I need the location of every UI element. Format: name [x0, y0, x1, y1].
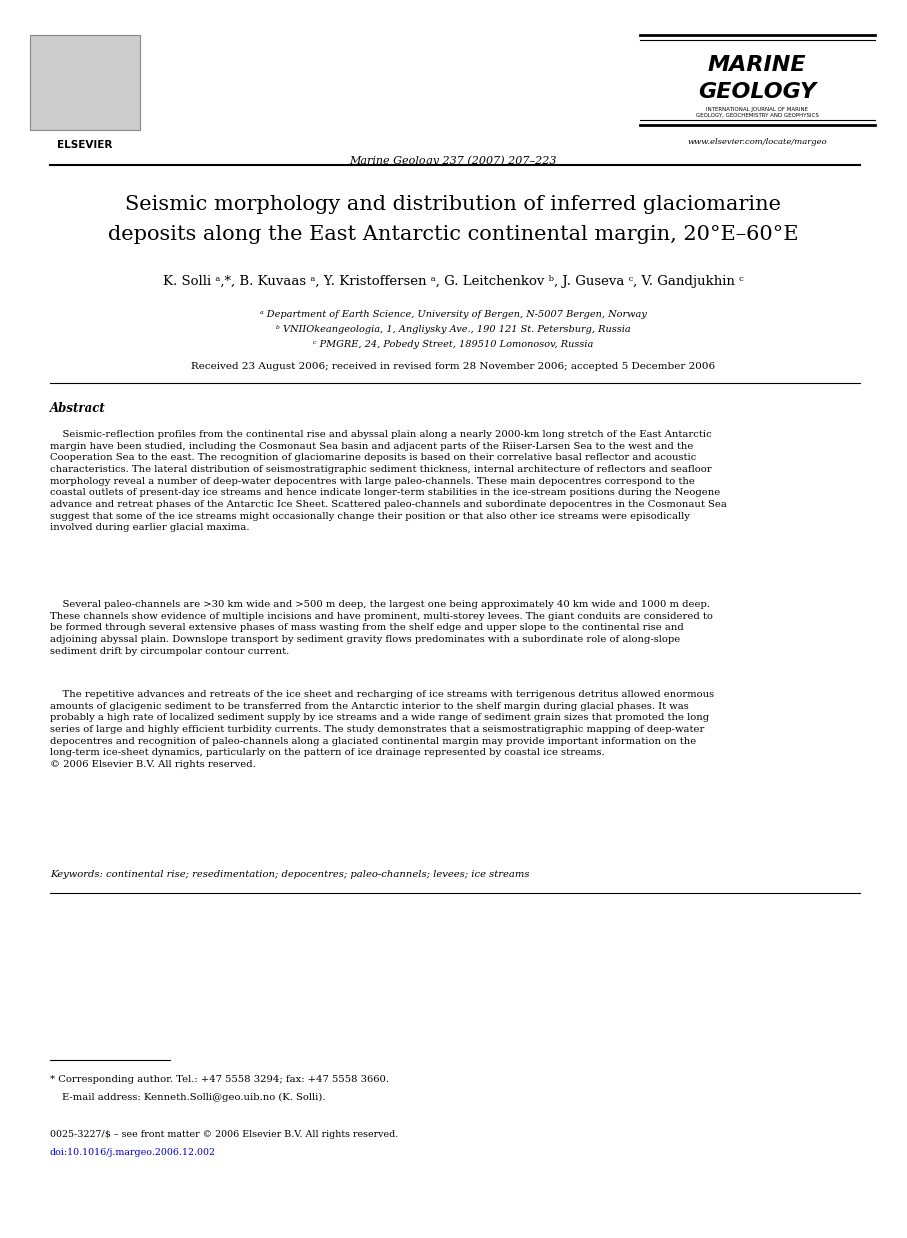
Text: GEOLOGY, GEOCHEMISTRY AND GEOPHYSICS: GEOLOGY, GEOCHEMISTRY AND GEOPHYSICS [696, 113, 818, 118]
Text: 0025-3227/$ – see front matter © 2006 Elsevier B.V. All rights reserved.: 0025-3227/$ – see front matter © 2006 El… [50, 1130, 398, 1139]
Text: GEOLOGY: GEOLOGY [698, 82, 816, 102]
Bar [30, 35, 140, 130]
Text: ᶜ PMGRE, 24, Pobedy Street, 189510 Lomonosov, Russia: ᶜ PMGRE, 24, Pobedy Street, 189510 Lomon… [313, 340, 593, 349]
Text: INTERNATIONAL JOURNAL OF MARINE: INTERNATIONAL JOURNAL OF MARINE [706, 106, 808, 111]
Text: ELSEVIER: ELSEVIER [57, 140, 112, 150]
Text: ᵇ VNIIOkeangeologia, 1, Angliysky Ave., 190 121 St. Petersburg, Russia: ᵇ VNIIOkeangeologia, 1, Angliysky Ave., … [276, 326, 630, 334]
Text: ᵃ Department of Earth Science, University of Bergen, N-5007 Bergen, Norway: ᵃ Department of Earth Science, Universit… [259, 310, 647, 319]
Text: The repetitive advances and retreats of the ice sheet and recharging of ice stre: The repetitive advances and retreats of … [50, 690, 714, 769]
Text: www.elsevier.com/locate/margeo: www.elsevier.com/locate/margeo [688, 137, 827, 146]
Text: Received 23 August 2006; received in revised form 28 November 2006; accepted 5 D: Received 23 August 2006; received in rev… [191, 361, 715, 371]
Text: * Corresponding author. Tel.: +47 5558 3294; fax: +47 5558 3660.: * Corresponding author. Tel.: +47 5558 3… [50, 1075, 389, 1084]
Text: K. Solli ᵃ,*, B. Kuvaas ᵃ, Y. Kristoffersen ᵃ, G. Leitchenkov ᵇ, J. Guseva ᶜ, V.: K. Solli ᵃ,*, B. Kuvaas ᵃ, Y. Kristoffer… [162, 275, 744, 288]
Text: E-mail address: Kenneth.Solli@geo.uib.no (K. Solli).: E-mail address: Kenneth.Solli@geo.uib.no… [62, 1093, 326, 1102]
Text: Keywords: continental rise; resedimentation; depocentres; paleo-channels; levees: Keywords: continental rise; resedimentat… [50, 870, 530, 879]
Text: doi:10.1016/j.margeo.2006.12.002: doi:10.1016/j.margeo.2006.12.002 [50, 1148, 216, 1158]
Text: Seismic-reflection profiles from the continental rise and abyssal plain along a : Seismic-reflection profiles from the con… [50, 430, 727, 532]
Text: deposits along the East Antarctic continental margin, 20°E–60°E: deposits along the East Antarctic contin… [108, 225, 798, 244]
Text: Several paleo-channels are >30 km wide and >500 m deep, the largest one being ap: Several paleo-channels are >30 km wide a… [50, 600, 713, 656]
Text: Abstract: Abstract [50, 402, 106, 415]
Text: Marine Geology 237 (2007) 207–223: Marine Geology 237 (2007) 207–223 [349, 155, 557, 166]
Text: MARINE: MARINE [707, 54, 806, 76]
Text: Seismic morphology and distribution of inferred glaciomarine: Seismic morphology and distribution of i… [125, 196, 781, 214]
